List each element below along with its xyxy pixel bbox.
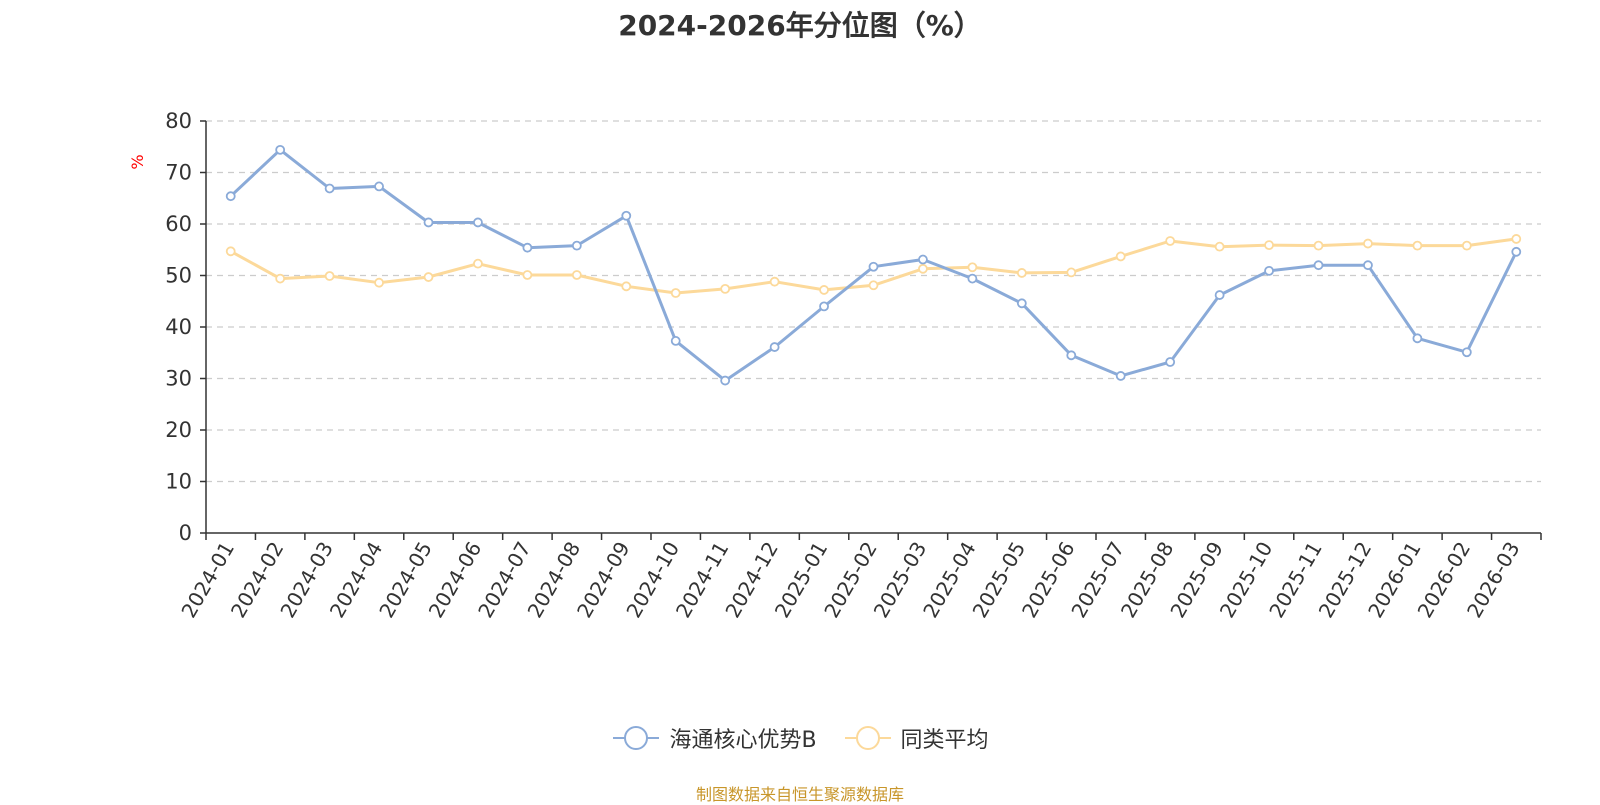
series-1-point-2024-08 [571, 240, 582, 251]
legend: 海通核心优势B 同类平均 [0, 722, 1600, 754]
series-1-point-2025-05 [1016, 298, 1027, 309]
series-1-point-2024-04 [374, 181, 384, 192]
series-2-point-2025-06 [1066, 267, 1077, 278]
series-1-point-2024-02 [275, 144, 286, 155]
y-tick-label-10: 10 [165, 470, 192, 494]
line-chart: 01020304050607080%2024-012024-022024-032… [128, 109, 1542, 622]
series-2-point-2024-03 [324, 271, 335, 281]
series-2-point-2025-07 [1115, 251, 1126, 262]
series-2-point-2024-07 [522, 270, 533, 280]
series-1-point-2024-12 [769, 342, 780, 352]
source-note: 制图数据来自恒生聚源数据库 [695, 785, 904, 804]
series-1-point-2024-05 [423, 217, 434, 228]
series-1-point-2025-06 [1066, 350, 1077, 361]
series-1-point-2024-06 [473, 217, 483, 228]
series-1-point-2025-09 [1214, 290, 1225, 300]
y-tick-label-50: 50 [165, 264, 192, 288]
series-1-point-2025-11 [1313, 260, 1324, 271]
series-1-point-2025-01 [819, 301, 829, 312]
series-1-point-2025-07 [1115, 371, 1126, 381]
series-2-point-2024-06 [473, 258, 483, 269]
series-2-point-2025-03 [918, 263, 928, 274]
y-tick-label-60: 60 [165, 212, 192, 236]
series-2-point-2024-09 [621, 281, 632, 292]
series-2-point-2025-05 [1016, 268, 1027, 278]
series-2-point-2026-02 [1461, 240, 1472, 251]
series-1-point-2025-02 [868, 261, 879, 272]
y-axis-unit-label: % [128, 154, 147, 169]
series-2-point-2024-08 [571, 270, 582, 280]
series-2-point-2025-09 [1214, 241, 1225, 252]
series-1-point-2024-09 [621, 210, 632, 221]
series-1-point-2026-02 [1461, 347, 1472, 358]
series-1-point-2024-10 [670, 336, 681, 346]
series-2-point-2024-10 [670, 288, 681, 298]
series-2-point-2024-02 [275, 273, 286, 284]
series-1-point-2024-01 [225, 191, 236, 202]
y-tick-label-30: 30 [165, 367, 192, 391]
legend-item-series-2[interactable]: 同类平均 [843, 722, 989, 754]
series-2-point-2024-11 [720, 283, 731, 294]
series-1-point-2025-04 [967, 273, 978, 284]
series-2-point-2024-04 [374, 277, 384, 288]
series-2-point-2025-04 [967, 262, 978, 273]
series-2-point-2025-08 [1165, 236, 1176, 246]
series-2-point-2025-12 [1363, 238, 1373, 249]
y-tick-label-70: 70 [165, 161, 192, 185]
series-2-point-2024-12 [769, 276, 780, 287]
series-2-point-2025-01 [819, 285, 829, 295]
y-tick-label-40: 40 [165, 315, 192, 339]
series-1-point-2026-01 [1412, 333, 1423, 344]
series-1-point-2025-03 [918, 254, 928, 265]
y-tick-label-80: 80 [165, 109, 192, 133]
y-tick-label-0: 0 [179, 521, 192, 545]
legend-label-series-2: 同类平均 [900, 728, 989, 753]
series-1-point-2024-11 [720, 375, 731, 386]
series-2-point-2026-01 [1412, 240, 1423, 251]
series-2-point-2024-05 [423, 272, 434, 282]
series-2-point-2024-01 [225, 246, 236, 257]
legend-item-series-1[interactable]: 海通核心优势B [611, 722, 817, 754]
series-2-point-2026-03 [1511, 234, 1522, 244]
series-1-point-2025-10 [1264, 265, 1274, 276]
series-2-point-2025-10 [1264, 240, 1274, 251]
chart-title: 2024-2026年分位图（%） [618, 9, 982, 42]
series-2-point-2025-11 [1313, 240, 1324, 251]
legend-marker-series-1 [613, 726, 660, 750]
series-2-point-2025-02 [868, 280, 879, 291]
legend-marker-series-2 [844, 726, 891, 750]
series-1-point-2025-08 [1165, 357, 1176, 367]
series-1-point-2026-03 [1511, 246, 1522, 257]
legend-label-series-1: 海通核心优势B [669, 728, 817, 753]
series-1-point-2024-03 [324, 183, 335, 194]
series-1-point-2024-07 [522, 242, 533, 253]
series-1-point-2025-12 [1363, 260, 1373, 271]
y-tick-label-20: 20 [165, 418, 192, 442]
